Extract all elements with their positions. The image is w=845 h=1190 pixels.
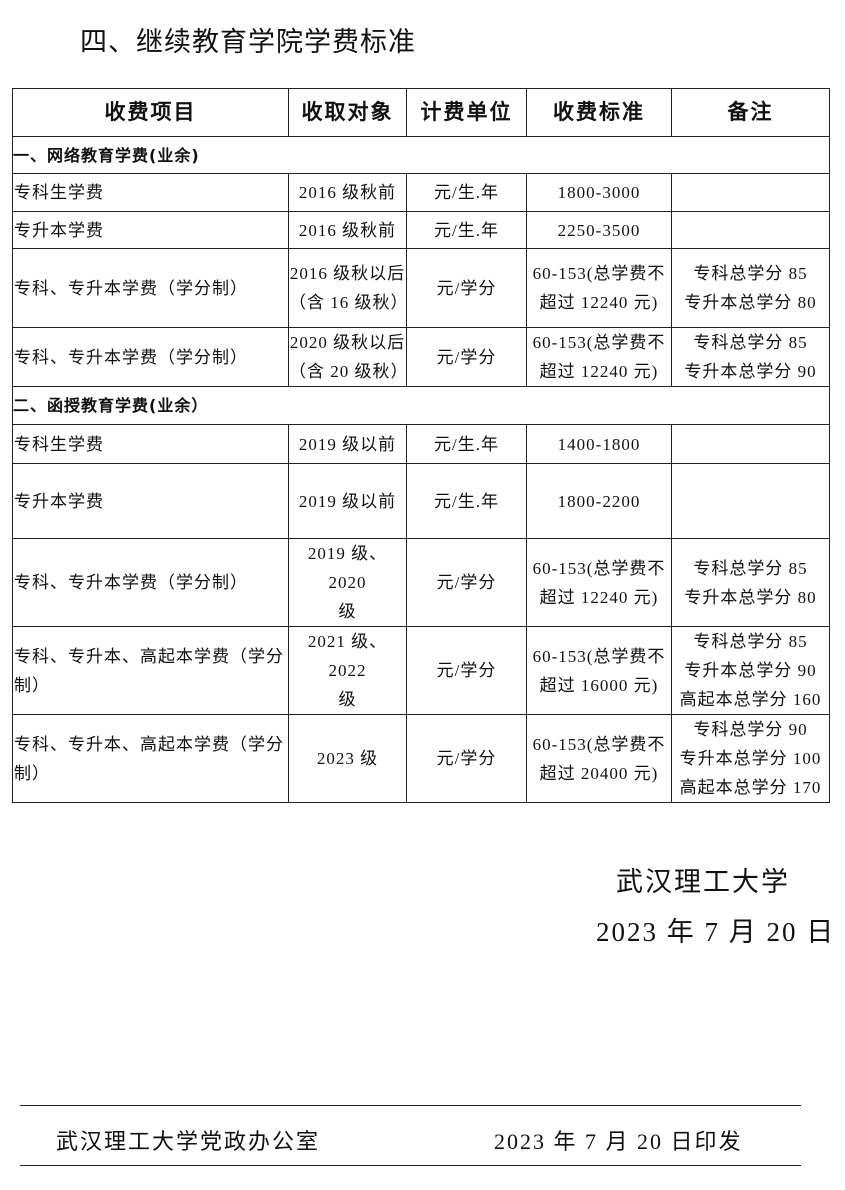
section-label: 二、函授教育学费(业余）	[12, 386, 830, 425]
table-header-row: 收费项目 收取对象 计费单位 收费标准 备注	[12, 88, 830, 137]
cell-unit: 元/生.年	[406, 173, 527, 212]
cell-item: 专科、专升本、高起本学费（学分制）	[12, 626, 289, 715]
table-row: 专科生学费 2016 级秋前 元/生.年 1800-3000	[12, 173, 830, 212]
table-row: 专科、专升本、高起本学费（学分制） 2021 级、2022 级元/学分 60-153…	[12, 626, 830, 715]
cell-unit: 元/学分	[406, 626, 527, 715]
cell-unit: 元/生.年	[406, 424, 527, 464]
cell-unit: 元/学分	[406, 248, 527, 328]
cell-remarks	[671, 211, 830, 249]
footer-rule-top	[20, 1105, 801, 1106]
cell-remarks: 专科总学分 85 专升本总学分 90	[671, 327, 830, 387]
cell-target: 2021 级、2022 级	[288, 626, 407, 715]
section-title: 四、继续教育学院学费标准	[80, 27, 416, 58]
header-target: 收取对象	[288, 88, 407, 137]
cell-item: 专科、专升本学费（学分制）	[12, 327, 289, 387]
cell-standard: 1800-3000	[526, 173, 672, 212]
footer-rule-bottom	[20, 1165, 801, 1166]
cell-standard: 60-153(总学费不 超过 12240 元)	[526, 538, 672, 627]
cell-standard: 1400-1800	[526, 424, 672, 464]
cell-target: 2023 级	[288, 714, 407, 803]
cell-target: 2019 级以前	[288, 463, 407, 539]
fee-table: 收费项目 收取对象 计费单位 收费标准 备注 一、网络教育学费(业余) 专科生学费…	[12, 88, 830, 803]
footer-issued-date: 2023 年 7 月 20 日印发	[494, 1129, 743, 1154]
cell-remarks: 专科总学分 85 专升本总学分 80	[671, 248, 830, 328]
cell-remarks: 专科总学分 85 专升本总学分 90 高起本总学分 160	[671, 626, 830, 715]
cell-remarks	[671, 424, 830, 464]
cell-remarks: 专科总学分 85 专升本总学分 80	[671, 538, 830, 627]
cell-standard: 60-153(总学费不 超过 12240 元)	[526, 248, 672, 328]
table-row: 专升本学费 2019 级以前 元/生.年 1800-2200	[12, 463, 830, 539]
section-row: 二、函授教育学费(业余）	[12, 386, 830, 425]
cell-standard: 60-153(总学费不 超过 20400 元)	[526, 714, 672, 803]
table-row: 专科生学费 2019 级以前 元/生.年 1400-1800	[12, 424, 830, 464]
cell-unit: 元/生.年	[406, 463, 527, 539]
cell-item: 专升本学费	[12, 463, 289, 539]
signature-date: 2023 年 7 月 20 日	[596, 917, 836, 947]
cell-target: 2020 级秋以后 （含 20 级秋）	[288, 327, 408, 387]
section-label: 一、网络教育学费(业余)	[12, 136, 830, 174]
table-row: 专科、专升本学费（学分制） 2019 级、2020 级元/学分 60-153(总学费…	[12, 538, 830, 627]
table-row: 专科、专升本学费（学分制） 2020 级秋以后 （含 20 级秋） 元/学分 60-1…	[12, 327, 830, 387]
header-remarks: 备注	[671, 88, 830, 137]
cell-remarks	[671, 173, 830, 212]
cell-target: 2019 级以前	[288, 424, 407, 464]
cell-standard: 60-153(总学费不 超过 12240 元)	[526, 327, 672, 387]
cell-unit: 元/学分	[406, 327, 527, 387]
cell-item: 专科、专升本、高起本学费（学分制）	[12, 714, 289, 803]
cell-unit: 元/学分	[406, 538, 527, 627]
cell-unit: 元/学分	[406, 714, 527, 803]
table-row: 专升本学费 2016 级秋前 元/生.年 2250-3500	[12, 211, 830, 249]
header-unit: 计费单位	[406, 88, 527, 137]
table-row: 专科、专升本、高起本学费（学分制） 2023 级元/学分 60-153(总学费不 超…	[12, 714, 830, 803]
cell-target: 2016 级秋以后 （含 16 级秋）	[288, 248, 408, 328]
cell-remarks	[671, 463, 830, 539]
cell-target: 2016 级秋前	[288, 173, 407, 212]
cell-item: 专科、专升本学费（学分制）	[12, 248, 289, 328]
footer-office: 武汉理工大学党政办公室	[56, 1129, 321, 1154]
header-item: 收费项目	[12, 88, 289, 137]
cell-target: 2019 级、2020 级	[288, 538, 407, 627]
cell-item: 专升本学费	[12, 211, 289, 249]
cell-standard: 1800-2200	[526, 463, 672, 539]
section-row: 一、网络教育学费(业余)	[12, 136, 830, 174]
cell-item: 专科、专升本学费（学分制）	[12, 538, 289, 627]
cell-remarks: 专科总学分 90 专升本总学分 100 高起本总学分 170	[671, 714, 830, 803]
cell-standard: 60-153(总学费不 超过 16000 元)	[526, 626, 672, 715]
cell-target: 2016 级秋前	[288, 211, 407, 249]
cell-unit: 元/生.年	[406, 211, 527, 249]
cell-item: 专科生学费	[12, 173, 289, 212]
table-row: 专科、专升本学费（学分制） 2016 级秋以后 （含 16 级秋） 元/学分 60-1…	[12, 248, 830, 328]
signature-org: 武汉理工大学	[616, 867, 790, 897]
cell-standard: 2250-3500	[526, 211, 672, 249]
cell-item: 专科生学费	[12, 424, 289, 464]
header-standard: 收费标准	[526, 88, 672, 137]
